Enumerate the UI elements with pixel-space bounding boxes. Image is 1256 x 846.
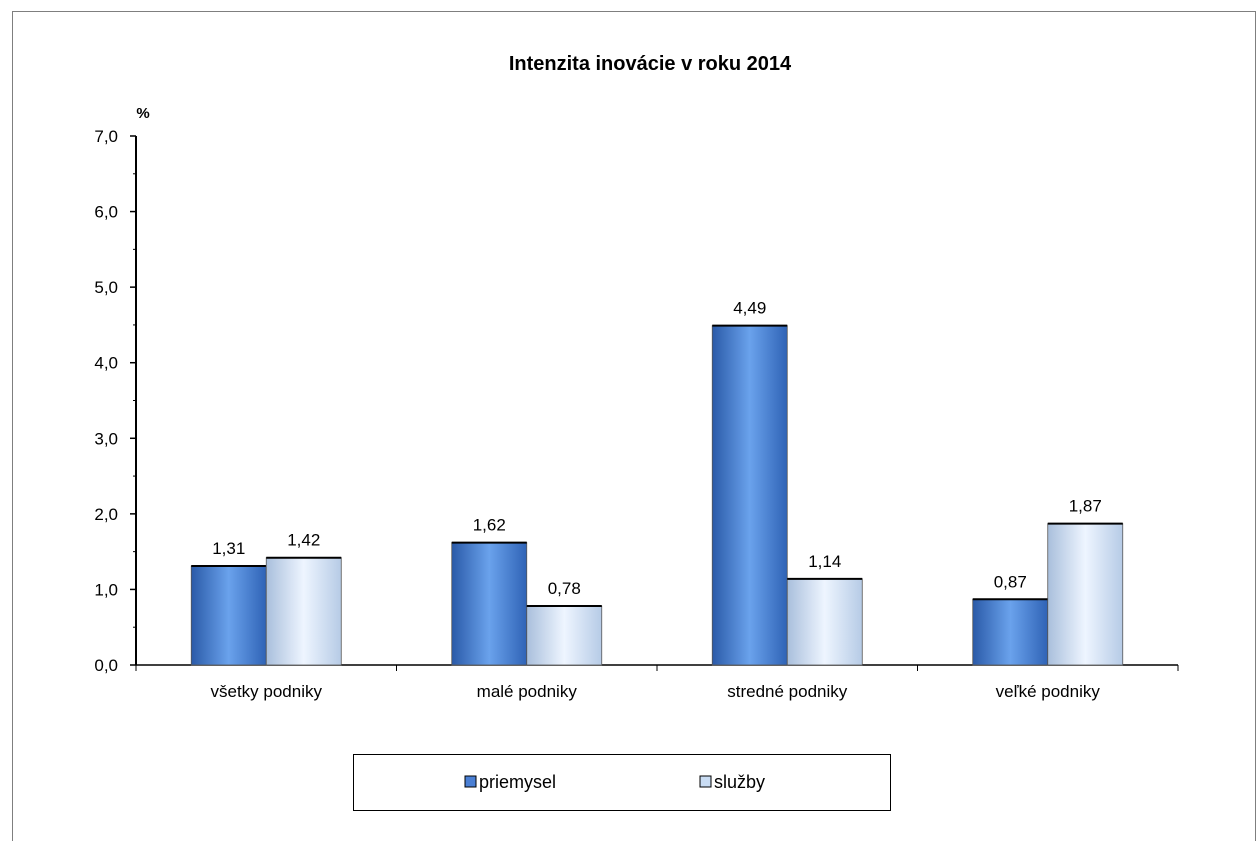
bar-sluzby	[265, 557, 342, 666]
y-tick-label: 1,0	[94, 580, 118, 599]
x-category-label: stredné podniky	[727, 682, 848, 701]
bar-sluzby	[1047, 523, 1124, 666]
data-label: 1,42	[287, 531, 320, 550]
bar-priemysel	[711, 325, 788, 666]
bar-priemysel	[451, 542, 528, 666]
data-label: 4,49	[733, 299, 766, 318]
bar-priemysel	[190, 565, 267, 666]
x-category-label: malé podniky	[477, 682, 578, 701]
bar-sluzby	[526, 605, 603, 666]
data-label: 1,31	[212, 539, 245, 558]
data-label: 0,87	[994, 572, 1027, 591]
legend-box	[353, 754, 891, 811]
y-tick-label: 2,0	[94, 505, 118, 524]
x-category-label: veľké podniky	[996, 682, 1101, 701]
data-label: 1,62	[473, 516, 506, 535]
legend-label-priemysel: priemysel	[479, 772, 556, 792]
y-tick-label: 7,0	[94, 127, 118, 146]
data-label: 0,78	[548, 579, 581, 598]
bar-priemysel	[972, 598, 1049, 666]
y-tick-label: 6,0	[94, 203, 118, 222]
data-label: 1,87	[1069, 497, 1102, 516]
chart-frame-border	[12, 11, 1256, 841]
x-category-label: všetky podniky	[211, 682, 323, 701]
bar-sluzby	[786, 578, 863, 666]
data-label: 1,14	[808, 552, 841, 571]
y-tick-label: 5,0	[94, 278, 118, 297]
chart-title: Intenzita inovácie v roku 2014	[509, 53, 792, 75]
legend-label-sluzby: služby	[714, 772, 765, 792]
plot-area: 0,0 1,0 2,0 3,0 4,0 5,0 6,0 7,0 všetky podniky 1,…	[94, 127, 1179, 701]
y-tick-label: 0,0	[94, 656, 118, 675]
y-axis-label: %	[136, 105, 149, 122]
legend: priemysel služby	[353, 754, 891, 811]
y-tick-label: 3,0	[94, 429, 118, 448]
y-tick-label: 4,0	[94, 354, 118, 373]
legend-swatch-priemysel	[464, 775, 477, 788]
legend-swatch-sluzby	[699, 775, 712, 788]
